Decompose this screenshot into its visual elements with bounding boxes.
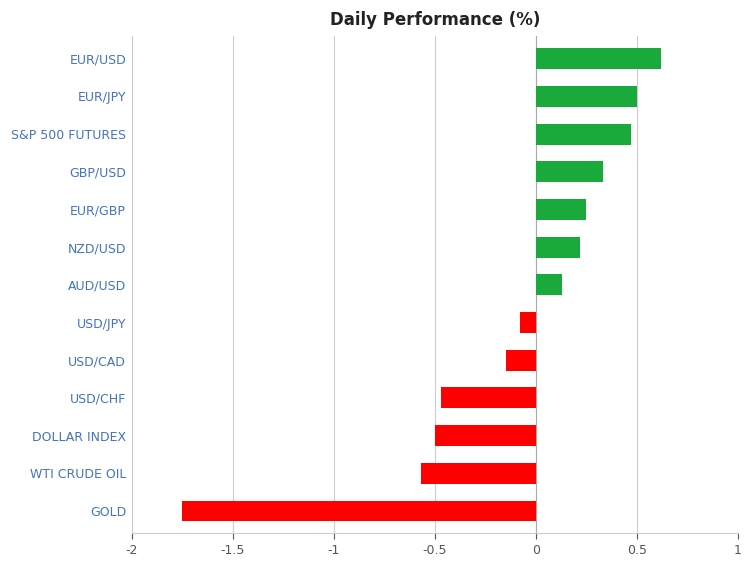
- Bar: [434, 425, 536, 446]
- Bar: [536, 48, 661, 69]
- Bar: [536, 199, 587, 220]
- Bar: [182, 500, 536, 521]
- Title: Daily Performance (%): Daily Performance (%): [330, 11, 540, 29]
- Bar: [441, 387, 536, 408]
- Bar: [520, 312, 536, 333]
- Bar: [536, 86, 637, 107]
- Bar: [536, 124, 631, 144]
- Bar: [536, 237, 581, 257]
- Bar: [505, 350, 536, 370]
- Bar: [536, 274, 562, 295]
- Bar: [421, 463, 536, 483]
- Bar: [536, 161, 602, 182]
